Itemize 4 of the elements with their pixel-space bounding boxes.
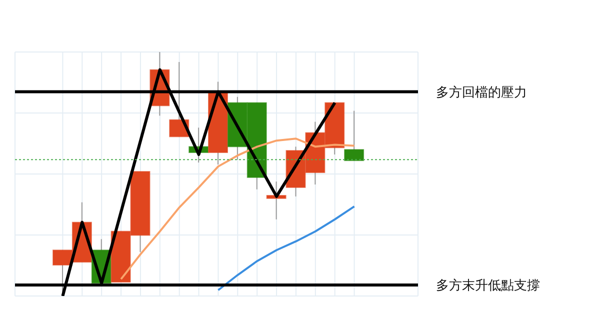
- candlestick: [266, 181, 286, 220]
- candlestick: [344, 110, 364, 162]
- ref-line-label: 多方回檔的壓力: [436, 84, 527, 100]
- ref-line-label: 多方末升低點支撐: [436, 278, 540, 294]
